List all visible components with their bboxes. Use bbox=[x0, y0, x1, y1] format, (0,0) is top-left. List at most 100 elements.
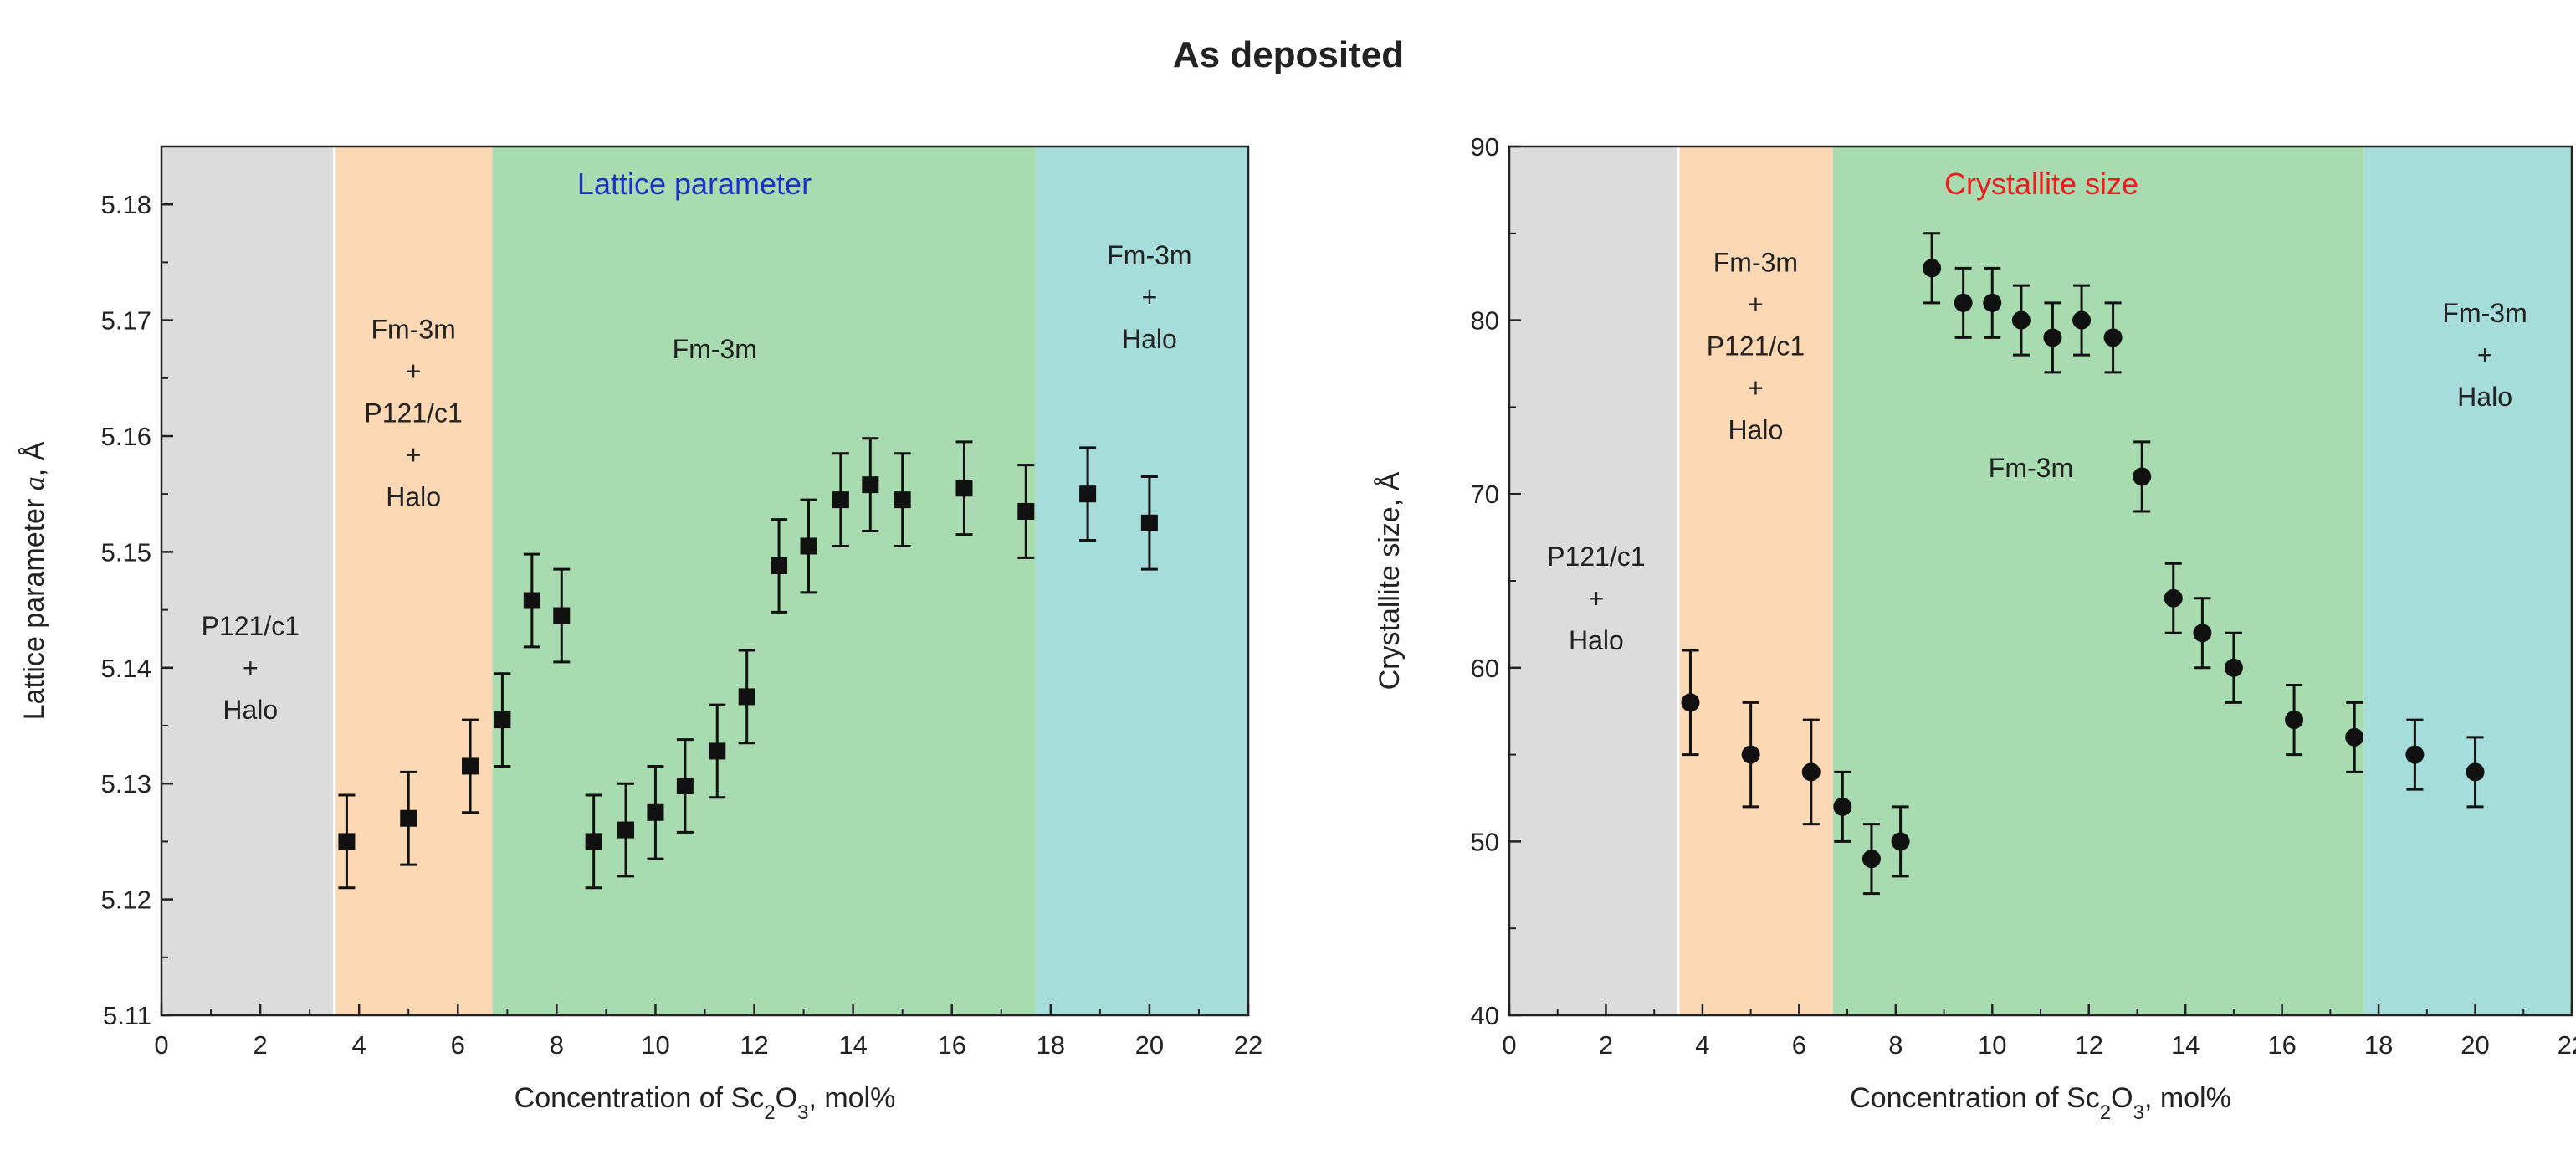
y-axis-label: Crystallite size, Å bbox=[1374, 471, 1406, 690]
data-point bbox=[738, 688, 755, 706]
data-point bbox=[462, 757, 479, 775]
data-point bbox=[800, 537, 817, 555]
data-point bbox=[1923, 259, 1942, 278]
region-label: Fm-3m bbox=[1989, 453, 2073, 483]
region-label: Fm-3m + P121/c1 + Halo bbox=[364, 314, 462, 511]
x-tick-label: 2 bbox=[253, 1030, 267, 1060]
x-tick-label: 18 bbox=[1037, 1030, 1065, 1060]
x-tick-label: 4 bbox=[1695, 1030, 1709, 1060]
data-point bbox=[400, 809, 417, 827]
y-tick-label: 5.14 bbox=[101, 654, 151, 683]
data-point bbox=[709, 742, 726, 760]
data-point bbox=[617, 821, 635, 839]
data-point bbox=[1833, 797, 1852, 816]
y-tick-label: 70 bbox=[1471, 480, 1499, 509]
x-tick-label: 0 bbox=[1502, 1030, 1516, 1060]
x-axis-label: Concentration of Sc2O3, mol% bbox=[1850, 1082, 2231, 1124]
y-tick-label: 60 bbox=[1471, 654, 1499, 683]
x-tick-label: 12 bbox=[740, 1030, 768, 1060]
y-tick-label: 90 bbox=[1471, 132, 1499, 162]
region-label: Fm-3m bbox=[673, 334, 757, 364]
y-tick-label: 40 bbox=[1471, 1001, 1499, 1030]
data-point bbox=[2466, 762, 2485, 782]
data-point bbox=[676, 777, 694, 794]
y-tick-label: 5.15 bbox=[101, 537, 151, 567]
x-tick-label: 16 bbox=[937, 1030, 965, 1060]
phase-region bbox=[1509, 146, 1679, 1015]
x-tick-label: 6 bbox=[451, 1030, 465, 1060]
phase-region bbox=[334, 146, 493, 1015]
data-point bbox=[2285, 711, 2304, 730]
data-point bbox=[955, 480, 973, 497]
x-tick-label: 6 bbox=[1792, 1030, 1806, 1060]
data-point bbox=[1954, 293, 1973, 312]
data-point bbox=[894, 491, 911, 509]
y-axis-label: Lattice parameter a, Å bbox=[18, 441, 50, 720]
x-tick-label: 0 bbox=[154, 1030, 168, 1060]
data-point bbox=[862, 476, 879, 494]
x-tick-label: 8 bbox=[550, 1030, 564, 1060]
data-point bbox=[1983, 293, 2002, 312]
x-tick-label: 20 bbox=[2461, 1030, 2489, 1060]
data-point bbox=[2043, 328, 2062, 347]
phase-region bbox=[492, 146, 1037, 1015]
data-point bbox=[2224, 658, 2243, 677]
x-tick-label: 2 bbox=[1599, 1030, 1613, 1060]
region-label: Fm-3m + Halo bbox=[2442, 298, 2527, 412]
data-point bbox=[553, 607, 571, 624]
y-tick-label: 80 bbox=[1471, 306, 1499, 336]
data-point bbox=[338, 833, 356, 850]
data-point bbox=[771, 557, 788, 575]
x-tick-label: 14 bbox=[838, 1030, 867, 1060]
data-point bbox=[494, 711, 511, 729]
y-tick-label: 5.11 bbox=[103, 1001, 151, 1030]
x-tick-label: 4 bbox=[352, 1030, 366, 1060]
data-point bbox=[1801, 762, 1821, 782]
data-point bbox=[2072, 311, 2092, 330]
phase-region bbox=[2363, 146, 2572, 1015]
y-tick-label: 5.12 bbox=[101, 886, 151, 915]
phase-region bbox=[1036, 146, 1248, 1015]
data-point bbox=[1741, 745, 1760, 764]
x-tick-label: 10 bbox=[1978, 1030, 2006, 1060]
data-point bbox=[1140, 514, 1158, 531]
x-tick-label: 18 bbox=[2364, 1030, 2393, 1060]
y-tick-label: 5.17 bbox=[101, 306, 151, 336]
x-tick-label: 10 bbox=[641, 1030, 669, 1060]
data-point bbox=[832, 491, 849, 509]
y-tick-label: 5.16 bbox=[101, 422, 151, 451]
series-title: Lattice parameter bbox=[577, 167, 812, 201]
phase-region bbox=[1832, 146, 2364, 1015]
data-point bbox=[2193, 624, 2212, 643]
data-point bbox=[2345, 727, 2364, 747]
x-tick-label: 8 bbox=[1888, 1030, 1903, 1060]
region-label: P121/c1 + Halo bbox=[1547, 542, 1645, 655]
series-title: Crystallite size bbox=[1944, 167, 2138, 201]
x-tick-label: 22 bbox=[2558, 1030, 2576, 1060]
y-tick-label: 5.13 bbox=[101, 769, 151, 798]
phase-region bbox=[1678, 146, 1833, 1015]
data-point bbox=[1862, 850, 1881, 869]
x-tick-label: 12 bbox=[2074, 1030, 2102, 1060]
y-tick-label: 50 bbox=[1471, 827, 1499, 856]
data-point bbox=[2164, 588, 2183, 608]
x-tick-label: 14 bbox=[2171, 1030, 2200, 1060]
x-tick-label: 16 bbox=[2267, 1030, 2296, 1060]
data-point bbox=[647, 803, 664, 821]
data-point bbox=[1681, 693, 1700, 712]
region-label: Fm-3m + Halo bbox=[1107, 240, 1191, 354]
figure-title: As deposited bbox=[1173, 34, 1404, 75]
x-tick-label: 20 bbox=[1135, 1030, 1164, 1060]
x-tick-label: 22 bbox=[1234, 1030, 1262, 1060]
data-point bbox=[1017, 502, 1035, 520]
chart-crystallite-size: P121/c1 + Halo Fm-3m + P121/c1 + Halo Fm-3m Fm-3m… bbox=[1374, 132, 2576, 1124]
data-point bbox=[2011, 311, 2031, 330]
chart-lattice-parameter: P121/c1 + Halo Fm-3m + P121/c1 + Halo Fm-3m Fm-3m… bbox=[18, 145, 1262, 1124]
data-point bbox=[2103, 328, 2123, 347]
data-point bbox=[2405, 745, 2425, 764]
data-point bbox=[2133, 467, 2152, 486]
data-point bbox=[585, 833, 602, 850]
x-axis-label: Concentration of Sc2O3, mol% bbox=[515, 1082, 896, 1124]
y-tick-label: 5.18 bbox=[101, 190, 151, 219]
